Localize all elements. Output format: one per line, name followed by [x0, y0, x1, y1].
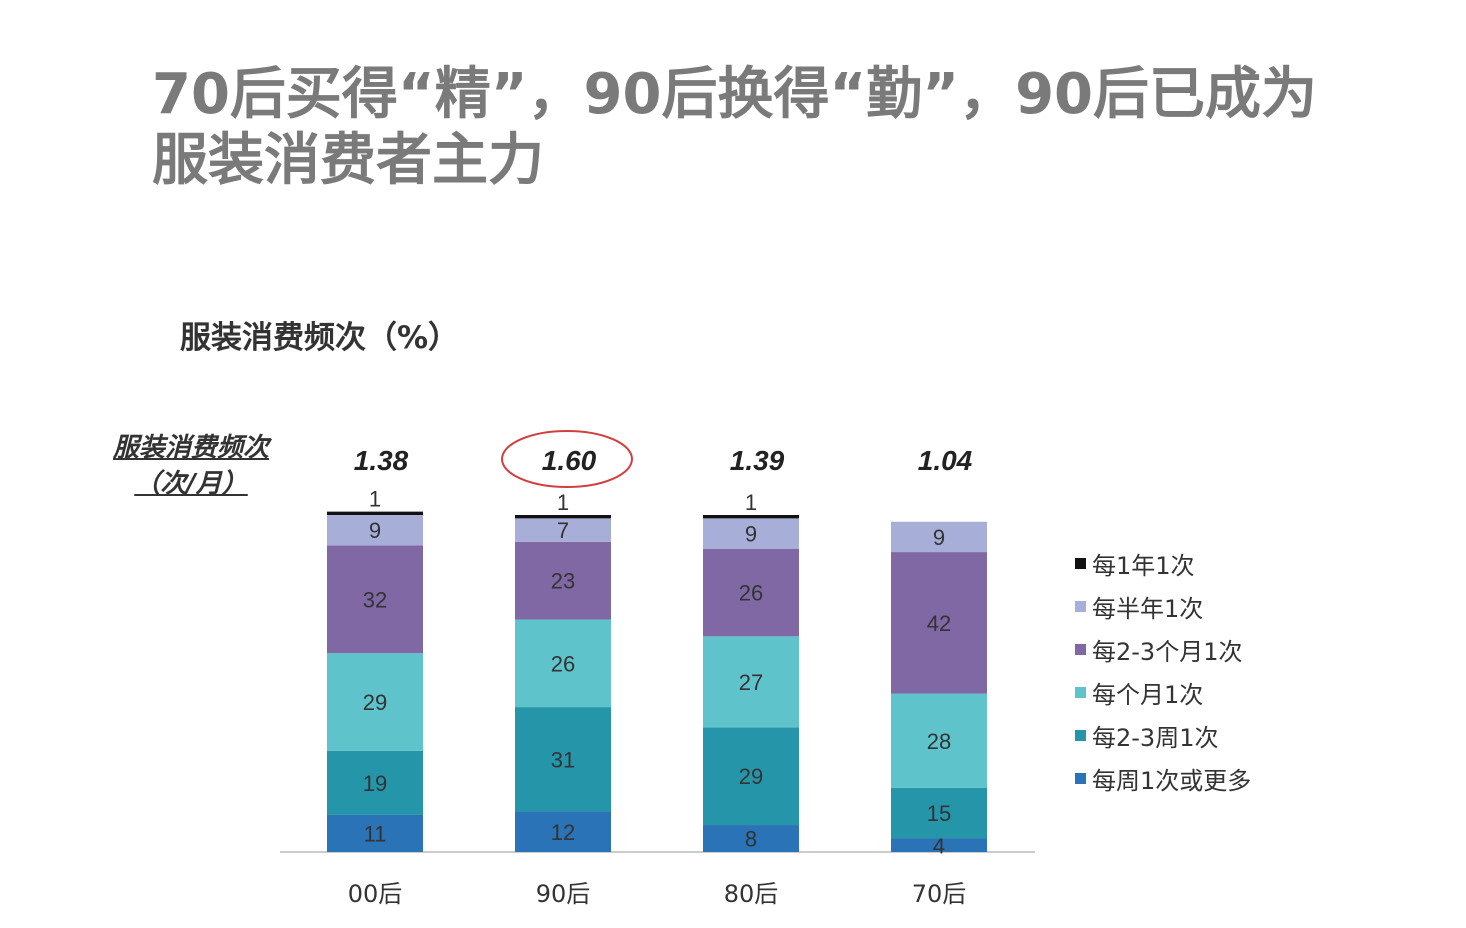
legend: 每1年1次每半年1次每2-3个月1次 每个月1次每2-3周1次每周1次或更多: [1075, 542, 1251, 800]
data-label: 29: [739, 764, 763, 789]
data-label: 15: [927, 801, 951, 826]
bar-segment: [327, 750, 423, 815]
category-label: 90后: [536, 880, 591, 908]
bar-segment: [891, 521, 987, 553]
y-axis-label-line: 服装消费频次: [112, 433, 269, 463]
data-label: 27: [739, 670, 763, 695]
data-label: 7: [557, 518, 569, 543]
legend-swatch: [1075, 601, 1086, 612]
data-label: 32: [363, 587, 387, 612]
legend-label: 每个月1次: [1092, 681, 1204, 709]
bar-segment: [891, 552, 987, 694]
frequency-label: 1.39: [730, 445, 785, 476]
legend-item: 每周1次或更多: [1075, 757, 1251, 800]
legend-swatch: [1075, 773, 1086, 784]
data-label: 9: [933, 525, 945, 550]
legend-label: 每2-3周1次: [1092, 724, 1219, 752]
frequency-label: 1.38: [354, 445, 409, 476]
frequency-label: 1.04: [918, 445, 973, 476]
bar-segment: [327, 511, 423, 515]
data-label: 9: [745, 522, 757, 547]
bar-segment: [703, 548, 799, 637]
bar-segment: [327, 515, 423, 546]
bar-segment: [703, 727, 799, 826]
legend-item: 每1年1次: [1075, 542, 1251, 585]
data-label: 28: [927, 729, 951, 754]
data-label: 1: [745, 490, 757, 515]
bar-segment: [703, 518, 799, 549]
legend-swatch: [1075, 644, 1086, 655]
bar-segment: [327, 653, 423, 751]
legend-swatch: [1075, 730, 1086, 741]
data-label: 26: [551, 651, 575, 676]
bar-segment: [515, 619, 611, 708]
y-axis-label: 服装消费频次 （次/月）: [96, 430, 286, 502]
bar-segment: [703, 515, 799, 519]
bar-segment: [327, 545, 423, 654]
bar-segment: [515, 707, 611, 812]
y-axis-label-unit: （次/月）: [134, 469, 248, 499]
frequency-label: 1.60: [542, 445, 597, 476]
legend-label: 每1年1次: [1092, 552, 1195, 580]
category-label: 00后: [348, 880, 403, 908]
bar-segment: [891, 838, 987, 852]
data-label: 19: [363, 771, 387, 796]
bar-segment: [515, 811, 611, 852]
legend-swatch: [1075, 558, 1086, 569]
legend-item: 每2-3个月1次: [1075, 628, 1251, 671]
data-label: 29: [363, 690, 387, 715]
legend-label: 每半年1次: [1092, 595, 1204, 623]
category-label: 70后: [912, 880, 967, 908]
bar-segment: [515, 518, 611, 542]
legend-item: 每半年1次: [1075, 585, 1251, 628]
legend-label: 每周1次或更多: [1092, 767, 1252, 795]
data-label: 1: [369, 487, 381, 512]
bar-segment: [891, 693, 987, 788]
bar-segment: [703, 825, 799, 852]
data-label: 4: [933, 833, 945, 858]
bar-segment: [891, 787, 987, 839]
legend-item: 每个月1次: [1075, 671, 1251, 714]
data-label: 8: [745, 827, 757, 852]
data-label: 31: [551, 747, 575, 772]
legend-label: 每2-3个月1次: [1092, 638, 1243, 666]
legend-swatch: [1075, 687, 1086, 698]
data-label: 1: [557, 490, 569, 515]
highlight-circle: [501, 430, 633, 488]
data-label: 9: [369, 518, 381, 543]
chart-title: 服装消费频次（%）: [180, 320, 460, 356]
slide-title: 70后买得“精”，90后换得“勤”，90后已成为服装消费者主力: [152, 62, 1318, 193]
bar-segment: [327, 814, 423, 852]
data-label: 12: [551, 820, 575, 845]
data-label: 23: [551, 569, 575, 594]
data-label: 26: [739, 581, 763, 606]
data-label: 42: [927, 611, 951, 636]
category-label: 80后: [724, 880, 779, 908]
legend-item: 每2-3周1次: [1075, 714, 1251, 757]
bar-segment: [703, 636, 799, 728]
bar-segment: [515, 515, 611, 519]
data-label: 11: [364, 821, 387, 846]
bar-segment: [515, 541, 611, 620]
